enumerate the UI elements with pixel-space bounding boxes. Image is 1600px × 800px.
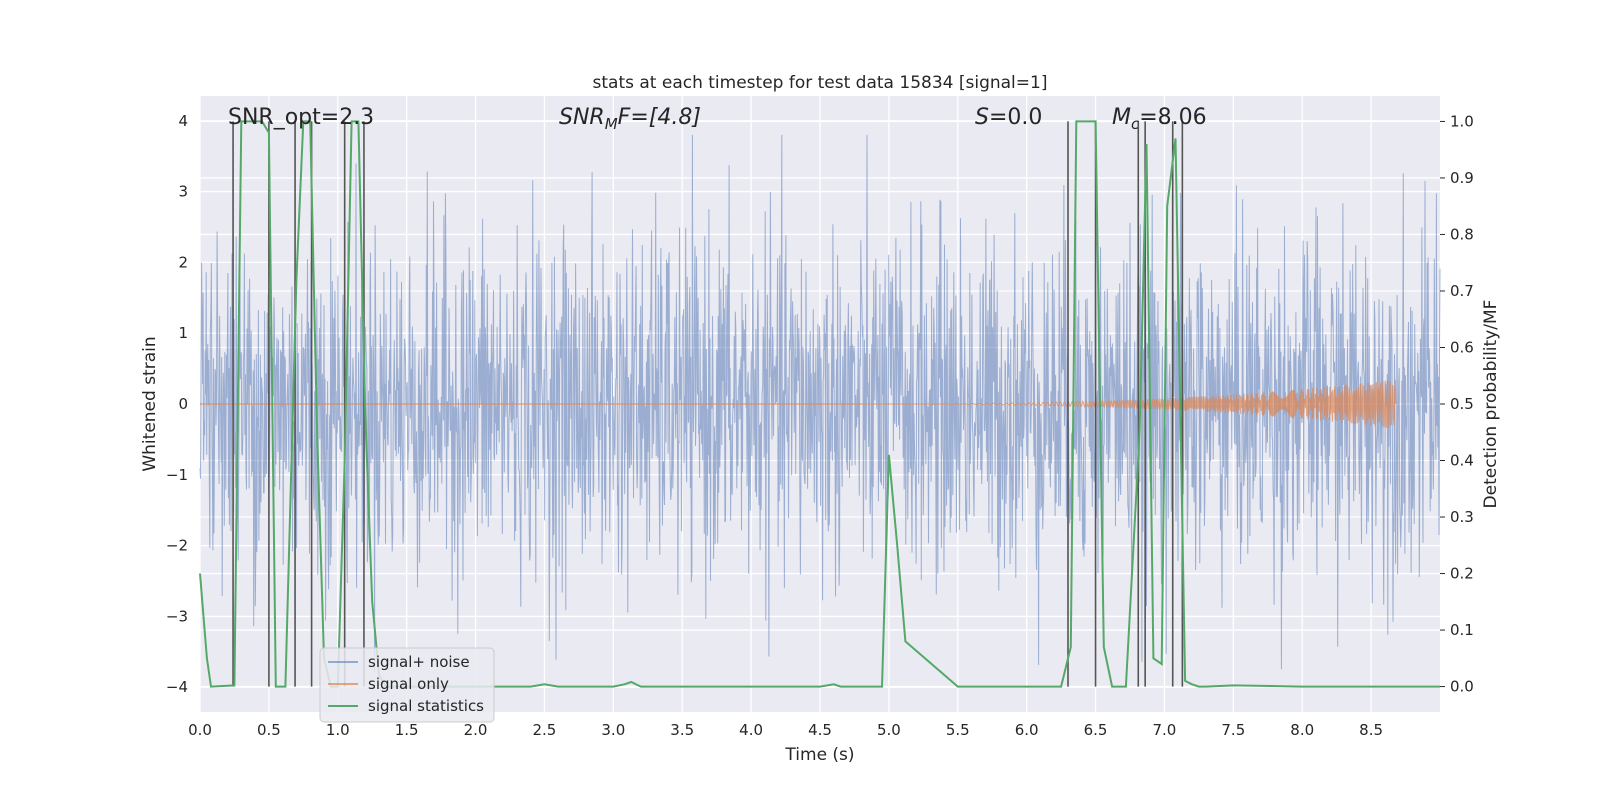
- legend-label-signal-only: signal only: [368, 675, 449, 693]
- x-tick-label-8: 4.0: [739, 721, 763, 739]
- y-left-tick-label-3: −1: [166, 466, 188, 484]
- x-tick-label-9: 4.5: [808, 721, 832, 739]
- y-left-tick-label-6: 2: [178, 253, 188, 271]
- x-tick-label-16: 8.0: [1290, 721, 1314, 739]
- x-tick-label-2: 1.0: [326, 721, 350, 739]
- series-signal-only: [200, 379, 1397, 428]
- y-left-tick-label-1: −3: [166, 607, 188, 625]
- x-tick-label-4: 2.0: [464, 721, 488, 739]
- legend-label-signal-noise: signal+ noise: [368, 653, 470, 671]
- y-right-tick-label-7: 0.7: [1450, 282, 1474, 300]
- mf-peak-markers: [232, 121, 1184, 687]
- signal-statistics-line: [199, 120, 1440, 688]
- x-tick-label-0: 0.0: [188, 721, 212, 739]
- annotation-s: S=0.0: [975, 105, 1042, 130]
- legend-box: [319, 647, 495, 723]
- annotation-mc: Mc=8.06: [1112, 105, 1207, 133]
- y-right-tick-label-9: 0.9: [1450, 169, 1474, 187]
- x-tick-label-13: 6.5: [1084, 721, 1108, 739]
- x-tick-label-17: 8.5: [1359, 721, 1383, 739]
- legend-label-signal-statistics: signal statistics: [368, 697, 484, 715]
- y-right-tick-label-5: 0.5: [1450, 395, 1474, 413]
- y-right-tick-label-2: 0.2: [1450, 565, 1474, 583]
- x-tick-label-6: 3.0: [601, 721, 625, 739]
- y-right-tick-label-8: 0.8: [1450, 225, 1474, 243]
- x-tick-label-11: 5.5: [946, 721, 970, 739]
- y-right-tick-label-10: 1.0: [1450, 112, 1474, 130]
- y-left-tick-label-0: −4: [166, 678, 188, 696]
- annotation-snr-mf: SNRMF=[4.8]: [559, 105, 701, 133]
- y-left-tick-label-2: −2: [166, 537, 188, 555]
- x-tick-label-10: 5.0: [877, 721, 901, 739]
- x-tick-label-12: 6.0: [1015, 721, 1039, 739]
- y-right-tick-label-0: 0.0: [1450, 678, 1474, 696]
- x-tick-label-5: 2.5: [533, 721, 557, 739]
- x-tick-label-14: 7.0: [1153, 721, 1177, 739]
- x-tick-label-1: 0.5: [257, 721, 281, 739]
- chart-title: stats at each timestep for test data 158…: [593, 73, 1048, 93]
- y-right-tick-label-1: 0.1: [1450, 621, 1474, 639]
- x-tick-label-7: 3.5: [670, 721, 694, 739]
- y-left-tick-label-7: 3: [178, 183, 188, 201]
- x-tick-label-3: 1.5: [395, 721, 419, 739]
- y-right-tick-label-3: 0.3: [1450, 508, 1474, 526]
- signal-only-chirp: [861, 379, 1397, 428]
- y-axis-label-left: Whitened strain: [140, 336, 160, 471]
- y-right-tick-label-6: 0.6: [1450, 338, 1474, 356]
- y-left-tick-label-5: 1: [178, 324, 188, 342]
- annotation-snr-opt: SNR_opt=2.3: [228, 105, 374, 130]
- x-axis-label: Time (s): [784, 745, 854, 765]
- y-axis-label-right: Detection probability/MF: [1481, 300, 1501, 509]
- y-right-tick-label-4: 0.4: [1450, 452, 1474, 470]
- legend: signal+ noise signal only signal statist…: [319, 647, 495, 723]
- x-tick-label-15: 7.5: [1221, 721, 1245, 739]
- y-left-tick-label-8: 4: [178, 112, 188, 130]
- series-signal-statistics: [199, 120, 1440, 688]
- axes: 0.0 0.5 1.0 1.5 2.0 2.5 3.0 3.5 4.0 4.5 5.0 5.5 6.0 6…: [166, 112, 1474, 739]
- y-left-tick-label-4: 0: [178, 395, 188, 413]
